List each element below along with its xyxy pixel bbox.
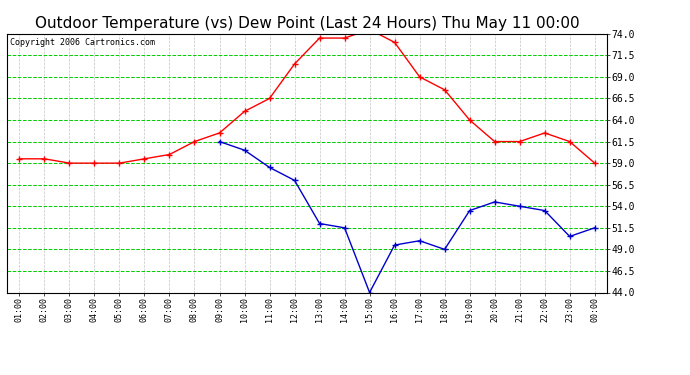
Text: Copyright 2006 Cartronics.com: Copyright 2006 Cartronics.com	[10, 38, 155, 46]
Title: Outdoor Temperature (vs) Dew Point (Last 24 Hours) Thu May 11 00:00: Outdoor Temperature (vs) Dew Point (Last…	[34, 16, 580, 31]
